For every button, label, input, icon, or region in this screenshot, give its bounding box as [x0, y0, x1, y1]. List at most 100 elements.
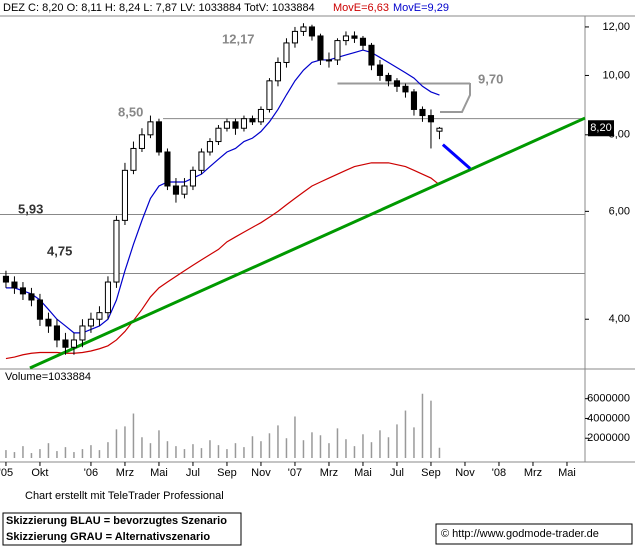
- candle-body: [206, 141, 214, 153]
- volume-bar: [124, 426, 126, 458]
- volume-bar: [438, 447, 441, 458]
- candle-body: [36, 299, 44, 320]
- volume-bar: [98, 450, 101, 458]
- volume-bar: [336, 428, 339, 458]
- volume-bar: [5, 450, 7, 458]
- volume-bar: [107, 442, 109, 458]
- volume-bar: [217, 445, 220, 458]
- scenario-box: [2, 512, 242, 546]
- candle-body: [257, 108, 265, 123]
- trendline: [441, 143, 472, 170]
- candle-body: [215, 127, 222, 143]
- source: © http://www.godmode-trader.de: [441, 528, 599, 540]
- candle-body: [359, 37, 367, 46]
- ma-legend: MovE=9,29: [393, 2, 449, 14]
- candle-body: [164, 151, 171, 187]
- volume-bar: [149, 443, 152, 458]
- volume-bar: [302, 440, 305, 458]
- volume-bar: [90, 445, 92, 458]
- candle-body: [300, 26, 307, 32]
- volume-bar: [166, 441, 169, 458]
- candle-body: [45, 318, 52, 327]
- volume-tick-label: 6000000: [587, 393, 630, 405]
- candle-body: [223, 121, 231, 129]
- candle-body: [62, 339, 69, 348]
- volume-bar: [294, 416, 296, 458]
- scenario-blue: Skizzierung BLAU = bevorzugtes Szenario: [6, 515, 227, 527]
- x-tick-label: Sep: [217, 467, 237, 479]
- candle-body: [240, 118, 248, 129]
- y-tick-label: 6,00: [609, 205, 630, 217]
- scenario-gray: Skizzierung GRAU = Alternativszenario: [6, 531, 210, 543]
- volume-tick-label: 4000000: [587, 412, 630, 424]
- volume-bar: [328, 443, 330, 458]
- volume-tick-label: 2000000: [587, 432, 630, 444]
- volume-bar: [362, 434, 364, 458]
- y-tick-label: 10,00: [602, 69, 630, 81]
- volume-bar: [158, 430, 160, 458]
- candle-body: [121, 169, 129, 221]
- volume-bar: [64, 447, 67, 458]
- candle-body: [96, 312, 103, 320]
- level-label: 5,93: [18, 201, 43, 216]
- volume-bar: [404, 410, 407, 458]
- candle-body: [325, 59, 333, 62]
- gray-scenario: [440, 83, 471, 113]
- quote-header: DEZ C: 8,20 O: 8,11 H: 8,24 L: 7,87 LV: …: [3, 2, 315, 14]
- volume-bar: [260, 441, 262, 458]
- level-label: 8,50: [118, 104, 143, 119]
- candle-body: [189, 169, 197, 187]
- x-tick-label: Nov: [251, 467, 271, 479]
- x-tick-label: Mai: [354, 467, 372, 479]
- volume-bar: [226, 449, 228, 458]
- candle-body: [79, 325, 86, 341]
- x-tick-label: Jul: [390, 467, 404, 479]
- candle-body: [138, 134, 146, 149]
- candle-body: [436, 127, 443, 132]
- candle-body: [147, 121, 154, 136]
- candle-body: [266, 80, 273, 110]
- volume-bar: [277, 425, 279, 458]
- volume-bar: [47, 443, 50, 458]
- volume-bar: [311, 432, 313, 458]
- price-box: [588, 120, 614, 137]
- x-tick-label: '07: [288, 467, 302, 479]
- x-tick-label: '08: [492, 467, 506, 479]
- candle-body: [291, 30, 299, 44]
- volume-bar: [345, 439, 347, 458]
- volume-bar: [22, 446, 24, 458]
- candle-body: [334, 40, 341, 61]
- volume-bar: [200, 448, 203, 458]
- candle-body: [317, 35, 324, 61]
- candle-body: [419, 108, 426, 117]
- x-tick-label: Nov: [455, 467, 475, 479]
- x-tick-label: Jul: [186, 467, 200, 479]
- candle-body: [342, 35, 350, 42]
- moving-average: [5, 162, 440, 360]
- level-label: 4,75: [47, 243, 72, 258]
- candle-body: [393, 80, 401, 87]
- candle-body: [351, 35, 358, 39]
- volume-bar: [285, 438, 288, 458]
- volume-bar: [251, 436, 254, 458]
- candle-body: [376, 64, 384, 76]
- candle-body: [368, 44, 375, 66]
- level-label: 9,70: [478, 71, 503, 86]
- candle-body: [385, 74, 392, 82]
- volume-bar: [115, 429, 118, 458]
- candle-body: [87, 318, 95, 327]
- volume-bar: [73, 452, 75, 458]
- candle-body: [308, 26, 316, 37]
- source-box: [435, 523, 633, 545]
- volume-bar: [13, 452, 16, 458]
- volume-bar: [413, 427, 415, 458]
- x-tick-label: Mai: [150, 467, 168, 479]
- x-tick-label: '05: [0, 467, 13, 479]
- volume-bar: [132, 413, 135, 458]
- x-tick-label: Mai: [558, 467, 576, 479]
- volume-bar: [387, 437, 390, 458]
- volume-bar: [209, 440, 211, 458]
- volume-bar: [421, 393, 424, 458]
- y-tick-label: 4,00: [609, 313, 630, 325]
- volume-bar: [319, 435, 322, 458]
